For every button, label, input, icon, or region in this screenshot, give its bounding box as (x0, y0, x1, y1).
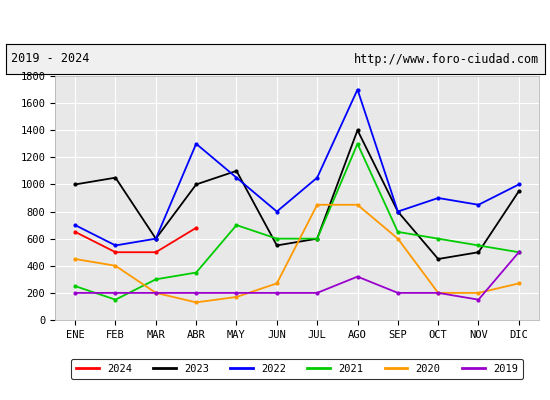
Text: 2019 - 2024: 2019 - 2024 (11, 52, 89, 66)
Text: Evolucion Nº Turistas Nacionales en el municipio de Paradinas de San Juan: Evolucion Nº Turistas Nacionales en el m… (13, 14, 537, 28)
Legend: 2024, 2023, 2022, 2021, 2020, 2019: 2024, 2023, 2022, 2021, 2020, 2019 (71, 359, 523, 380)
Text: http://www.foro-ciudad.com: http://www.foro-ciudad.com (354, 52, 539, 66)
